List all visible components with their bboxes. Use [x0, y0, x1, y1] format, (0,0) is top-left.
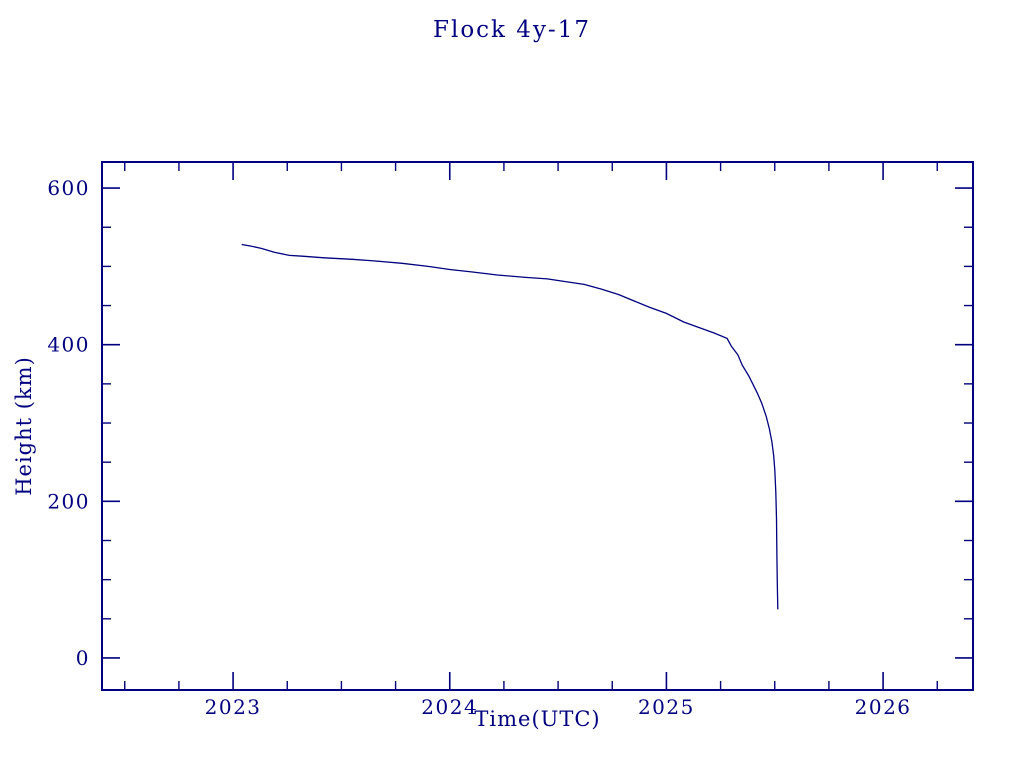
y-tick-label: 400 — [47, 333, 90, 357]
y-axis-label: Height (km) — [12, 356, 36, 496]
height-decay-line — [241, 243, 779, 610]
plot-frame — [101, 161, 974, 691]
y-tick-label: 0 — [76, 646, 90, 670]
x-axis-label: Time(UTC) — [474, 707, 601, 731]
x-tick-label: 2024 — [421, 695, 478, 719]
chart-title: Flock 4y-17 — [433, 17, 591, 43]
x-tick-label: 2025 — [638, 695, 695, 719]
y-tick-label: 600 — [47, 176, 90, 200]
x-tick-label: 2026 — [855, 695, 912, 719]
y-tick-label: 200 — [47, 489, 90, 513]
x-tick-label: 2023 — [205, 695, 262, 719]
